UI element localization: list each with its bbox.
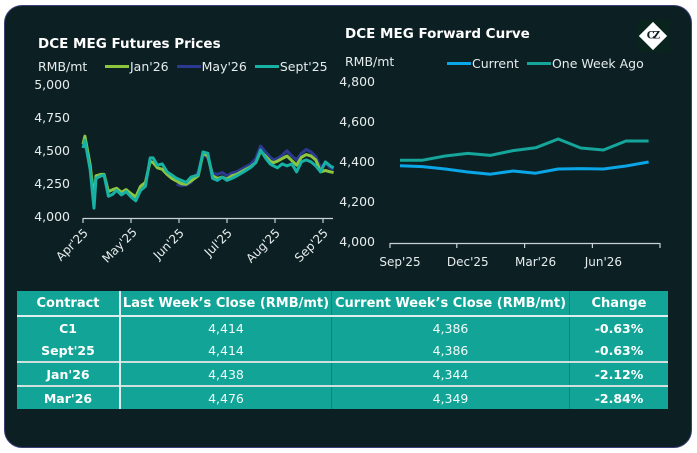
legend-swatch-sept25 (254, 65, 279, 68)
cell-last-close: 4,414 (119, 315, 332, 339)
forward-x-tick-label: Sep'25 (379, 255, 421, 269)
legend-label-sept25: Sept'25 (279, 59, 328, 74)
forward-x-tick-label: Jun'26 (584, 255, 623, 269)
cz-logo-icon: CZ (637, 20, 669, 52)
table-header-row: Contract Last Week’s Close (RMB/mt) Curr… (17, 291, 668, 317)
cell-contract: Sept'25 (17, 339, 121, 362)
forward-y-unit: RMB/mt (345, 54, 395, 69)
forward-x-tick-label: Dec'25 (446, 255, 489, 269)
forward-y-tick-label: 4,200 (339, 194, 375, 209)
series-line-current (399, 160, 649, 176)
futures-y-tick-label: 4,250 (34, 176, 70, 191)
legend-item-sept25[interactable]: Sept'25 (254, 59, 328, 74)
cell-contract: Mar'26 (17, 385, 121, 409)
cell-contract: Jan'26 (17, 361, 121, 386)
series-line-one-week-ago (400, 137, 649, 162)
futures-chart-title: DCE MEG Futures Prices (38, 36, 221, 52)
forward-y-tick-label: 4,600 (339, 114, 375, 129)
legend-swatch-jan26 (105, 65, 129, 68)
cell-change: -2.84% (569, 385, 668, 409)
header-change: Change (569, 291, 668, 317)
table-row: Mar'26 4,476 4,349 -2.84% (17, 385, 668, 409)
header-contract: Contract (17, 291, 121, 317)
header-last-week-close: Last Week’s Close (RMB/mt) (119, 291, 332, 317)
price-summary-table: Contract Last Week’s Close (RMB/mt) Curr… (17, 291, 668, 409)
legend-item-may26[interactable]: May'26 (176, 59, 247, 74)
futures-y-unit: RMB/mt (38, 59, 88, 74)
cell-change: -2.12% (569, 361, 668, 386)
legend-swatch-may26 (176, 65, 201, 68)
forward-y-tick-label: 4,000 (339, 234, 375, 249)
legend-swatch-one-week-ago (526, 62, 551, 65)
legend-label-one-week-ago: One Week Ago (551, 56, 644, 71)
table-row: Sept'25 4,414 4,386 -0.63% (17, 339, 668, 362)
legend-label-current: Current (472, 56, 519, 71)
legend-item-current[interactable]: Current (447, 56, 519, 71)
series-line-jan-26 (81, 134, 334, 201)
forward-y-tick-label: 4,400 (339, 154, 375, 169)
futures-y-tick-label: 5,000 (34, 77, 70, 92)
cell-current-close: 4,349 (331, 385, 570, 409)
futures-y-tick-label: 4,500 (34, 143, 70, 158)
cell-current-close: 4,344 (331, 361, 570, 386)
legend-swatch-current (447, 62, 471, 65)
cell-last-close: 4,476 (119, 385, 332, 409)
series-line-sept-25 (81, 138, 335, 210)
table-row: C1 4,414 4,386 -0.63% (17, 315, 668, 339)
table-row: Jan'26 4,438 4,344 -2.12% (17, 361, 668, 386)
forward-x-tick-label: Mar'26 (514, 255, 557, 269)
cell-current-close: 4,386 (331, 339, 570, 362)
futures-y-tick-label: 4,750 (34, 110, 70, 125)
forward-legend: Current One Week Ago (447, 56, 652, 71)
futures-legend: Jan'26 May'26 Sept'25 (105, 59, 336, 74)
legend-label-may26: May'26 (201, 59, 247, 74)
cell-change: -0.63% (569, 339, 668, 362)
header-current-week-close: Current Week’s Close (RMB/mt) (331, 291, 570, 317)
cell-current-close: 4,386 (331, 315, 570, 339)
forward-curve-title: DCE MEG Forward Curve (345, 26, 530, 42)
forward-y-tick-label: 4,800 (339, 74, 375, 89)
legend-item-one-week-ago[interactable]: One Week Ago (526, 56, 644, 71)
futures-y-tick-label: 4,000 (34, 209, 70, 224)
cell-last-close: 4,414 (119, 339, 332, 362)
cell-last-close: 4,438 (119, 361, 332, 386)
legend-item-jan26[interactable]: Jan'26 (105, 59, 169, 74)
legend-label-jan26: Jan'26 (130, 59, 169, 74)
cell-change: -0.63% (569, 315, 668, 339)
cell-contract: C1 (17, 315, 121, 339)
